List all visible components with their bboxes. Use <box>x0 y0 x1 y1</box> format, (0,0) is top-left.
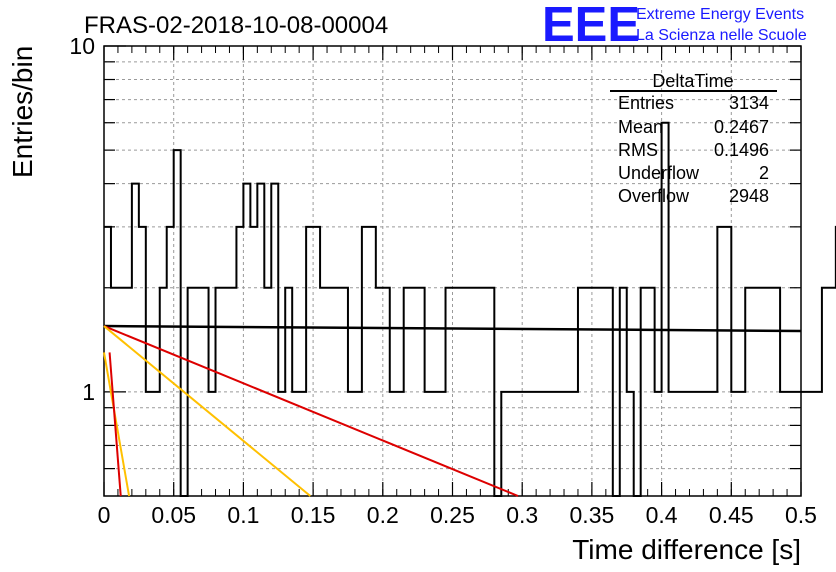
logo-line2: La Scienza nelle Scuole <box>636 27 807 44</box>
grid-lines <box>104 46 801 496</box>
logo-mark: EEE <box>542 0 640 52</box>
x-tick-labels: 0 0.05 0.1 0.15 0.2 0.25 0.3 0.35 0.4 0.45 0.5 <box>98 502 817 528</box>
stats-box: DeltaTime Entries 3134 Mean 0.2467 RMS 0… <box>610 71 777 206</box>
y-tick-label: 10 <box>69 33 95 59</box>
stats-overflow-label: Overflow <box>618 186 690 206</box>
y-tick-labels: 1 10 <box>69 33 95 405</box>
x-tick-label: 0.2 <box>367 502 399 528</box>
stats-underflow-label: Underflow <box>618 163 700 183</box>
x-tick-label: 0.5 <box>785 502 817 528</box>
x-tick-label: 0.15 <box>291 502 336 528</box>
y-axis-label: Entries/bin <box>7 46 38 178</box>
stats-entries-value: 3134 <box>729 93 769 113</box>
stats-underflow-value: 2 <box>759 163 769 183</box>
x-tick-label: 0 <box>98 502 111 528</box>
fit-line-2 <box>103 325 519 497</box>
x-tick-label: 0.45 <box>709 502 754 528</box>
stats-entries-label: Entries <box>618 93 674 113</box>
fit-line-1 <box>103 324 802 333</box>
stats-rms-label: RMS <box>618 140 658 160</box>
stats-overflow-value: 2948 <box>729 186 769 206</box>
logo-line1: Extreme Energy Events <box>636 6 804 23</box>
fit-line-4 <box>103 352 131 497</box>
x-axis-label: Time difference [s] <box>572 534 801 565</box>
x-tick-label: 0.4 <box>646 502 678 528</box>
stats-rms-value: 0.1496 <box>714 140 769 160</box>
histogram-series <box>104 121 836 497</box>
stats-title: DeltaTime <box>652 71 733 91</box>
x-tick-label: 0.25 <box>430 502 475 528</box>
fit-line-5 <box>108 352 122 497</box>
y-tick-label: 1 <box>82 379 95 405</box>
x-tick-label: 0.1 <box>227 502 259 528</box>
x-tick-label: 0.35 <box>570 502 615 528</box>
eee-logo: EEE Extreme Energy Events La Scienza nel… <box>542 0 807 52</box>
stats-mean-label: Mean <box>618 117 663 137</box>
fit-line-3 <box>103 325 311 497</box>
plot-title: FRAS-02-2018-10-08-00004 <box>84 12 388 39</box>
x-tick-label: 0.05 <box>151 502 196 528</box>
fit-lines <box>103 324 802 497</box>
x-tick-label: 0.3 <box>506 502 538 528</box>
stats-mean-value: 0.2467 <box>714 117 769 137</box>
